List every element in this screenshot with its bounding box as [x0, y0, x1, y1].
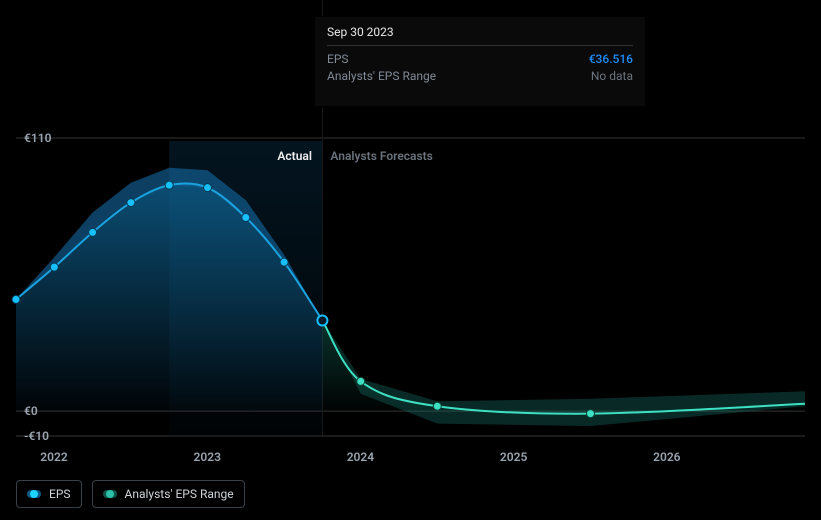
- x-axis-label: 2025: [500, 450, 527, 464]
- legend-swatch-icon: [103, 490, 117, 498]
- legend-label: EPS: [49, 487, 71, 501]
- legend-label: Analysts' EPS Range: [125, 487, 234, 501]
- tooltip-date: Sep 30 2023: [327, 25, 633, 46]
- eps-chart: Sep 30 2023 EPS €36.516 Analysts' EPS Ra…: [16, 0, 805, 520]
- chart-legend: EPS Analysts' EPS Range: [16, 480, 245, 508]
- tooltip-key: Analysts' EPS Range: [327, 69, 436, 83]
- legend-dot-icon: [106, 490, 114, 498]
- tooltip-row-range: Analysts' EPS Range No data: [327, 69, 633, 83]
- x-axis-label: 2026: [653, 450, 680, 464]
- tooltip-row-eps: EPS €36.516: [327, 52, 633, 66]
- y-axis-label: €0: [24, 404, 38, 418]
- tooltip-value: €36.516: [589, 52, 633, 66]
- x-axis-label: 2023: [194, 450, 221, 464]
- tooltip-value: No data: [591, 69, 633, 83]
- chart-tooltip: Sep 30 2023 EPS €36.516 Analysts' EPS Ra…: [314, 16, 646, 107]
- legend-item-eps[interactable]: EPS: [16, 480, 82, 508]
- legend-swatch-icon: [27, 490, 41, 498]
- legend-dot-icon: [30, 490, 38, 498]
- tooltip-key: EPS: [327, 52, 349, 66]
- legend-item-range[interactable]: Analysts' EPS Range: [92, 480, 245, 508]
- x-axis-label: 2024: [347, 450, 374, 464]
- section-label-forecast: Analysts Forecasts: [330, 149, 432, 163]
- y-axis-label: -€10: [24, 429, 49, 443]
- section-label-actual: Actual: [277, 149, 312, 163]
- x-axis-label: 2022: [40, 450, 67, 464]
- y-axis-label: €110: [24, 131, 51, 145]
